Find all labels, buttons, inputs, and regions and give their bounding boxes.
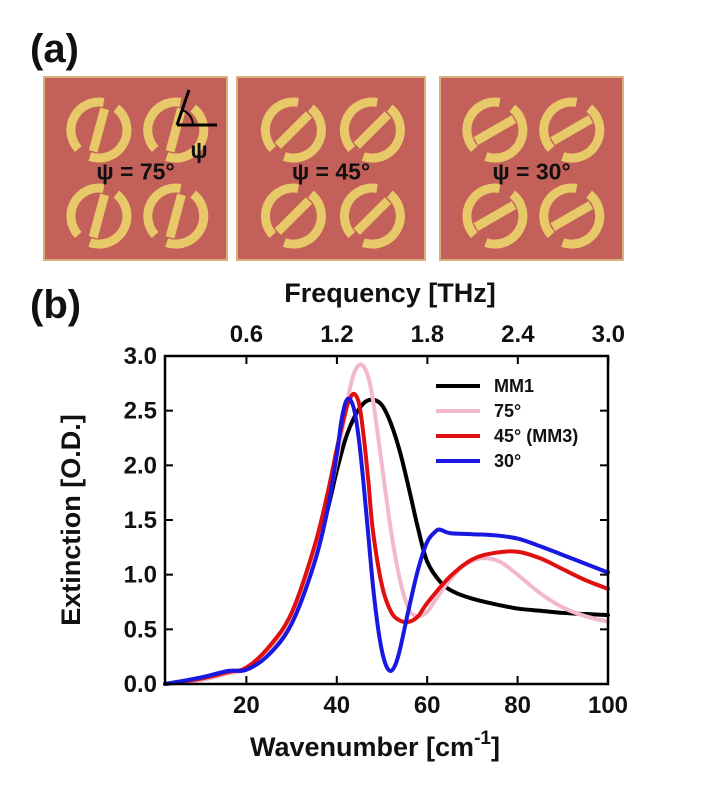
x-axis-title: Wavenumber [cm-1] (250, 728, 500, 762)
tile-psi-45: ψ = 45° (236, 76, 426, 261)
top-axis-ticks: 0.6 1.2 1.8 2.4 3.0 (230, 321, 625, 364)
y-axis-ticks: 0.0 0.5 1.0 1.5 2.0 2.5 3.0 (124, 343, 608, 698)
inner-bar (274, 111, 313, 149)
ring-arc (165, 190, 209, 249)
resonator (339, 97, 405, 163)
resonator (462, 183, 528, 249)
tile-psi-30: ψ = 30° (439, 76, 624, 261)
series-line-45-mm3- (163, 391, 610, 686)
ring-arc (484, 104, 528, 163)
ring-arc (561, 104, 605, 163)
ring-arc (462, 97, 501, 153)
resonator (539, 97, 605, 163)
inner-bar (88, 193, 109, 239)
resonator (66, 183, 132, 249)
y-tick-label: 3.0 (124, 343, 157, 370)
ring-arc (361, 104, 405, 163)
ring-arc (66, 183, 105, 239)
y-tick-label: 2.5 (124, 398, 157, 425)
ring-arc (539, 183, 578, 239)
ring-arc (88, 190, 132, 249)
legend-label: 45° (MM3) (494, 426, 578, 446)
inner-bar (550, 115, 594, 145)
y-tick-label: 1.0 (124, 562, 157, 589)
panel-b-label: (b) (30, 283, 81, 327)
inner-bar (353, 111, 392, 149)
top-axis-title: Frequency [THz] (284, 278, 496, 308)
psi-label: ψ = 45° (292, 158, 370, 184)
inner-bar (274, 197, 313, 235)
metasurface-tiles: ψ = 75° ψ = 45° ψ = 30° ψ (43, 76, 624, 261)
ring-arc (66, 97, 105, 153)
ring-arc (165, 104, 209, 163)
x-axis-title-main: Wavenumber [cm (250, 732, 474, 762)
y-tick-label: 0.0 (124, 671, 157, 698)
resonator (260, 183, 326, 249)
legend: MM1 75° 45° (MM3) 30° (436, 376, 578, 471)
ring-arc (462, 183, 501, 239)
ring-arc (143, 183, 182, 239)
y-axis-title: Extinction [O.D.] (56, 414, 86, 626)
x-tick-label: 80 (504, 692, 531, 719)
top-tick-label: 3.0 (592, 321, 625, 348)
legend-label: 75° (494, 401, 521, 421)
y-tick-label: 2.0 (124, 452, 157, 479)
y-tick-label: 0.5 (124, 616, 157, 643)
series-lines (163, 362, 610, 686)
x-tick-label: 40 (323, 692, 350, 719)
inner-bar (550, 201, 594, 231)
plot-frame (163, 354, 610, 686)
psi-label: ψ = 75° (96, 158, 174, 184)
ring-arc (282, 190, 326, 249)
ring-arc (339, 97, 378, 153)
legend-label: MM1 (494, 376, 534, 396)
inner-bar (165, 193, 186, 239)
ring-arc (339, 183, 378, 239)
x-tick-label: 20 (233, 692, 260, 719)
x-tick-label: 60 (414, 692, 441, 719)
ring-arc (361, 190, 405, 249)
series-line-30- (163, 396, 610, 686)
ring-arc (88, 104, 132, 163)
tile-psi-75: ψ = 75° (43, 76, 228, 261)
ring-arc (260, 97, 299, 153)
inner-bar (473, 115, 517, 145)
psi-label: ψ = 30° (492, 158, 570, 184)
top-tick-label: 1.8 (411, 321, 444, 348)
panel-a-label: (a) (30, 27, 79, 71)
inner-bar (473, 201, 517, 231)
resonator (462, 97, 528, 163)
resonator (143, 183, 209, 249)
angle-arc (181, 109, 194, 126)
x-axis-title-end: ] (491, 732, 500, 762)
y-tick-label: 1.5 (124, 507, 157, 534)
resonator (339, 183, 405, 249)
top-tick-label: 2.4 (501, 321, 535, 348)
top-tick-label: 1.2 (320, 321, 353, 348)
ring-arc (282, 104, 326, 163)
angle-symbol: ψ (190, 137, 207, 163)
resonator (260, 97, 326, 163)
angle-marker: ψ (175, 89, 217, 163)
legend-label: 30° (494, 451, 521, 471)
x-axis-ticks: 20 40 60 80 100 (233, 676, 628, 719)
ring-arc (143, 97, 182, 153)
inner-bar (353, 197, 392, 235)
resonator (66, 97, 132, 163)
x-tick-label: 100 (588, 692, 628, 719)
ring-arc (561, 190, 605, 249)
ring-arc (484, 190, 528, 249)
ring-arc (539, 97, 578, 153)
angle-arm (175, 89, 191, 126)
resonator (539, 183, 605, 249)
inner-bar (88, 107, 109, 153)
ring-arc (260, 183, 299, 239)
x-axis-title-sup: -1 (474, 728, 491, 749)
top-tick-label: 0.6 (230, 321, 263, 348)
